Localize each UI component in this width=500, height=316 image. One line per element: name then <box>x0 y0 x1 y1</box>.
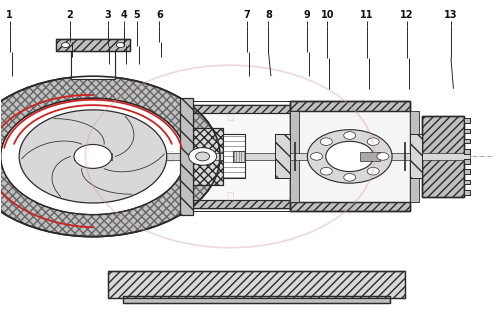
Bar <box>192 128 222 185</box>
Text: 泵: 泵 <box>286 150 294 163</box>
Circle shape <box>377 153 389 160</box>
Bar <box>464 118 470 123</box>
Text: 7: 7 <box>243 10 250 20</box>
Bar <box>180 98 192 215</box>
Circle shape <box>0 98 185 215</box>
Bar <box>464 159 470 164</box>
Text: 8: 8 <box>265 10 272 20</box>
Text: 9: 9 <box>304 10 310 20</box>
Circle shape <box>367 138 379 145</box>
Bar <box>70 51 116 79</box>
Bar <box>464 159 470 164</box>
Bar <box>464 190 470 195</box>
Circle shape <box>308 130 392 183</box>
Bar <box>275 134 290 179</box>
Bar <box>464 180 470 184</box>
Text: 4: 4 <box>121 10 128 20</box>
Circle shape <box>74 144 112 168</box>
Circle shape <box>116 43 124 48</box>
Bar <box>74 153 112 160</box>
Circle shape <box>0 76 220 237</box>
Bar <box>192 199 290 208</box>
Circle shape <box>367 167 379 175</box>
Text: 5: 5 <box>134 10 140 20</box>
Bar <box>464 180 470 184</box>
Bar <box>464 169 470 174</box>
Bar <box>410 134 422 179</box>
Bar <box>123 296 390 303</box>
Circle shape <box>196 152 209 161</box>
Text: 13: 13 <box>444 10 458 20</box>
Bar <box>108 271 405 298</box>
Bar <box>464 169 470 174</box>
Bar <box>410 111 418 202</box>
Bar <box>422 116 465 197</box>
Bar <box>464 118 470 123</box>
Bar <box>112 153 470 160</box>
Circle shape <box>310 153 322 160</box>
Bar <box>192 199 290 208</box>
Circle shape <box>19 110 167 203</box>
Bar <box>464 129 470 133</box>
Bar <box>360 152 380 161</box>
Bar <box>192 105 290 113</box>
Bar <box>464 190 470 195</box>
Circle shape <box>188 148 216 165</box>
Bar <box>232 151 245 162</box>
Text: 盛: 盛 <box>226 191 234 204</box>
Bar <box>222 134 245 179</box>
Bar <box>410 134 422 179</box>
Text: 11: 11 <box>360 10 374 20</box>
Bar <box>192 128 222 185</box>
Circle shape <box>62 43 70 48</box>
Bar <box>192 113 290 199</box>
Bar <box>464 149 470 154</box>
Bar <box>464 139 470 143</box>
Bar <box>192 105 290 113</box>
Bar <box>464 129 470 133</box>
Circle shape <box>320 167 332 175</box>
Bar <box>290 202 410 211</box>
Bar <box>290 111 410 202</box>
Bar <box>290 202 410 211</box>
Bar <box>464 149 470 154</box>
Text: 3: 3 <box>104 10 112 20</box>
Bar <box>180 98 192 215</box>
Text: 12: 12 <box>400 10 414 20</box>
Bar <box>290 101 410 111</box>
Circle shape <box>344 132 355 139</box>
Text: 6: 6 <box>156 10 162 20</box>
Bar <box>290 101 410 211</box>
Text: 隆: 隆 <box>166 150 174 163</box>
Bar <box>123 296 390 303</box>
Bar <box>56 39 130 51</box>
Bar <box>422 116 465 197</box>
Text: 业: 业 <box>226 109 234 122</box>
Bar <box>290 101 410 111</box>
Text: 1: 1 <box>6 10 13 20</box>
Bar <box>108 271 405 298</box>
Bar <box>56 39 130 51</box>
Bar <box>464 139 470 143</box>
Circle shape <box>326 141 374 172</box>
Bar <box>290 111 299 202</box>
Bar <box>275 134 290 179</box>
Circle shape <box>344 173 355 181</box>
Circle shape <box>320 138 332 145</box>
Text: 2: 2 <box>66 10 73 20</box>
Text: 10: 10 <box>320 10 334 20</box>
